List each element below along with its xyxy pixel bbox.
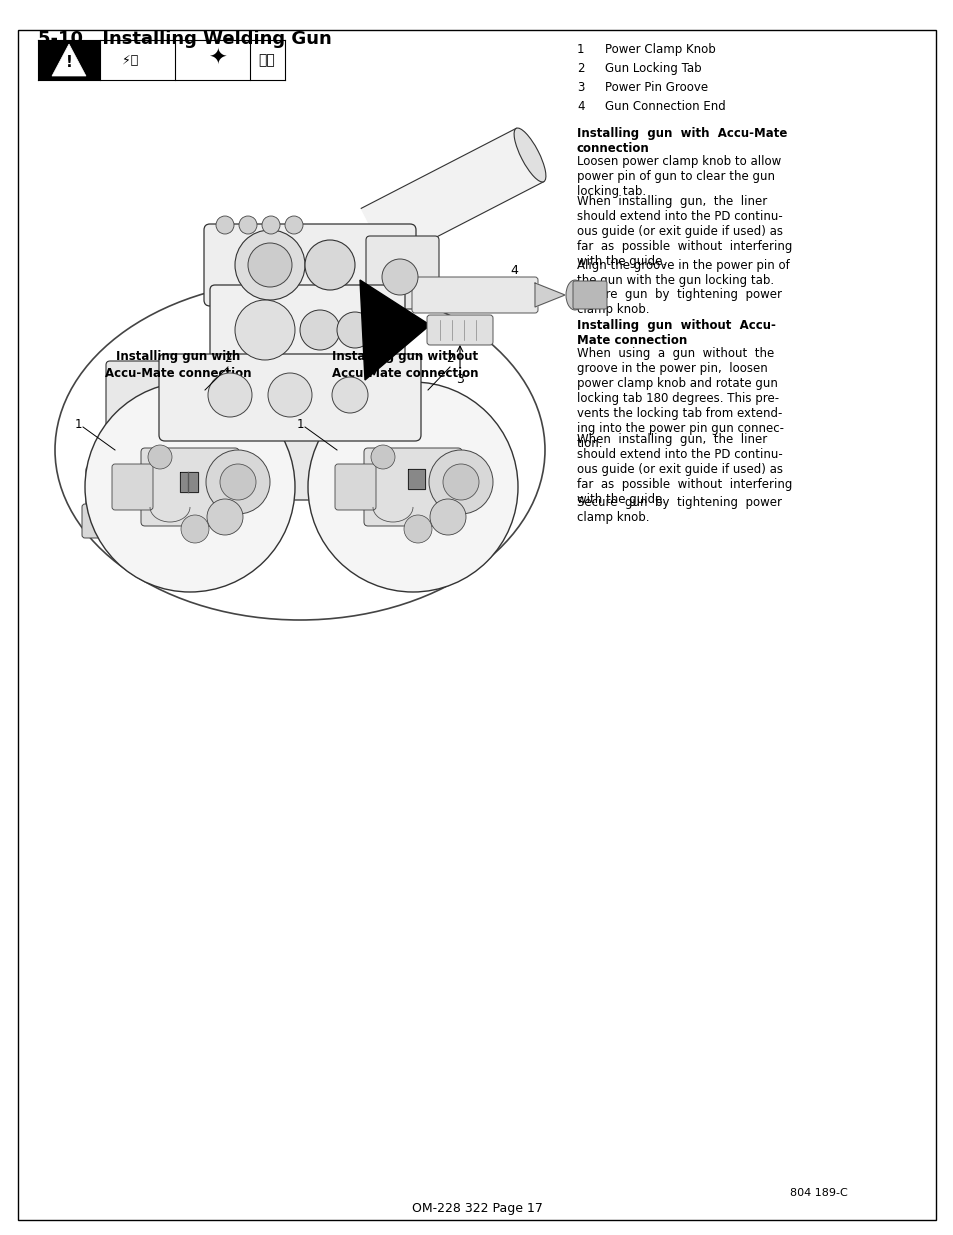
Circle shape	[206, 450, 270, 514]
FancyBboxPatch shape	[125, 422, 399, 500]
Circle shape	[220, 464, 255, 500]
Circle shape	[285, 216, 303, 233]
Circle shape	[215, 216, 233, 233]
Circle shape	[442, 464, 478, 500]
Text: 1: 1	[296, 419, 304, 431]
Text: When  using  a  gun  without  the
groove in the power pin,  loosen
power clamp k: When using a gun without the groove in t…	[577, 347, 783, 450]
Text: Power Pin Groove: Power Pin Groove	[604, 82, 707, 94]
Text: 〜〜: 〜〜	[258, 53, 275, 67]
Circle shape	[148, 445, 172, 469]
Polygon shape	[361, 128, 543, 262]
Circle shape	[268, 373, 312, 417]
FancyBboxPatch shape	[364, 448, 461, 526]
Text: Installing gun with
Accu-Mate connection: Installing gun with Accu-Mate connection	[105, 350, 251, 380]
Text: 2: 2	[446, 352, 454, 366]
FancyBboxPatch shape	[573, 282, 606, 309]
Bar	[38, 40, 100, 80]
Text: ✦: ✦	[208, 49, 226, 69]
Circle shape	[308, 382, 517, 592]
Ellipse shape	[565, 280, 583, 310]
Text: ⚡​👤: ⚡​👤	[122, 53, 138, 67]
FancyBboxPatch shape	[86, 466, 164, 519]
Text: Align the groove in the power pin of
the gun with the gun locking tab.: Align the groove in the power pin of the…	[577, 259, 789, 287]
Text: Installing  gun  with  Accu-Mate
connection: Installing gun with Accu-Mate connection	[577, 127, 786, 156]
Polygon shape	[408, 469, 424, 489]
Text: 1: 1	[74, 419, 82, 431]
Text: Installing  gun  without  Accu-
Mate connection: Installing gun without Accu- Mate connec…	[577, 319, 775, 347]
Text: !: !	[66, 56, 72, 70]
FancyBboxPatch shape	[335, 464, 375, 510]
Circle shape	[122, 492, 138, 508]
Circle shape	[430, 499, 465, 535]
FancyBboxPatch shape	[210, 285, 405, 375]
FancyBboxPatch shape	[106, 361, 179, 429]
Text: 4: 4	[577, 100, 584, 112]
Text: When  installing  gun,  the  liner
should extend into the PD continu-
ous guide : When installing gun, the liner should ex…	[577, 195, 792, 268]
Polygon shape	[535, 283, 564, 308]
Circle shape	[299, 310, 339, 350]
FancyBboxPatch shape	[159, 354, 420, 441]
Polygon shape	[180, 472, 198, 492]
FancyBboxPatch shape	[204, 224, 416, 306]
Circle shape	[371, 445, 395, 469]
Text: Installing gun without
Accu-Mate connection: Installing gun without Accu-Mate connect…	[332, 350, 477, 380]
Text: Secure  gun  by  tightening  power
clamp knob.: Secure gun by tightening power clamp kno…	[577, 496, 781, 525]
FancyBboxPatch shape	[112, 464, 152, 510]
Text: When  installing  gun,  the  liner
should extend into the PD continu-
ous guide : When installing gun, the liner should ex…	[577, 433, 792, 506]
Circle shape	[207, 499, 243, 535]
Text: Gun Locking Tab: Gun Locking Tab	[604, 62, 700, 75]
FancyBboxPatch shape	[427, 315, 493, 345]
Circle shape	[234, 300, 294, 359]
Text: Gun Connection End: Gun Connection End	[604, 100, 725, 112]
Text: 2: 2	[224, 352, 232, 366]
Text: 804 189-C: 804 189-C	[789, 1188, 847, 1198]
Circle shape	[262, 216, 280, 233]
Circle shape	[234, 230, 305, 300]
Circle shape	[208, 373, 252, 417]
Text: Power Clamp Knob: Power Clamp Knob	[604, 43, 715, 56]
Text: 2: 2	[577, 62, 584, 75]
FancyBboxPatch shape	[82, 504, 168, 538]
Text: Secure  gun  by  tightening  power
clamp knob.: Secure gun by tightening power clamp kno…	[577, 288, 781, 316]
FancyBboxPatch shape	[366, 236, 438, 309]
Circle shape	[248, 243, 292, 287]
Circle shape	[381, 259, 417, 295]
Text: 5-10.  Installing Welding Gun: 5-10. Installing Welding Gun	[38, 30, 332, 48]
Circle shape	[403, 515, 432, 543]
Circle shape	[332, 377, 368, 412]
Text: 3: 3	[577, 82, 584, 94]
Text: 3: 3	[456, 373, 463, 387]
Text: Loosen power clamp knob to allow
power pin of gun to clear the gun
locking tab.: Loosen power clamp knob to allow power p…	[577, 154, 781, 198]
Polygon shape	[359, 280, 430, 380]
FancyBboxPatch shape	[412, 277, 537, 312]
FancyBboxPatch shape	[141, 448, 239, 526]
Ellipse shape	[514, 128, 545, 182]
Circle shape	[305, 240, 355, 290]
Circle shape	[239, 216, 256, 233]
Polygon shape	[52, 44, 86, 77]
Ellipse shape	[55, 280, 544, 620]
Text: 1: 1	[577, 43, 584, 56]
Circle shape	[181, 515, 209, 543]
Circle shape	[85, 382, 294, 592]
Circle shape	[429, 450, 493, 514]
Circle shape	[336, 312, 373, 348]
Text: OM-228 322 Page 17: OM-228 322 Page 17	[411, 1202, 542, 1215]
Text: 4: 4	[510, 263, 517, 277]
